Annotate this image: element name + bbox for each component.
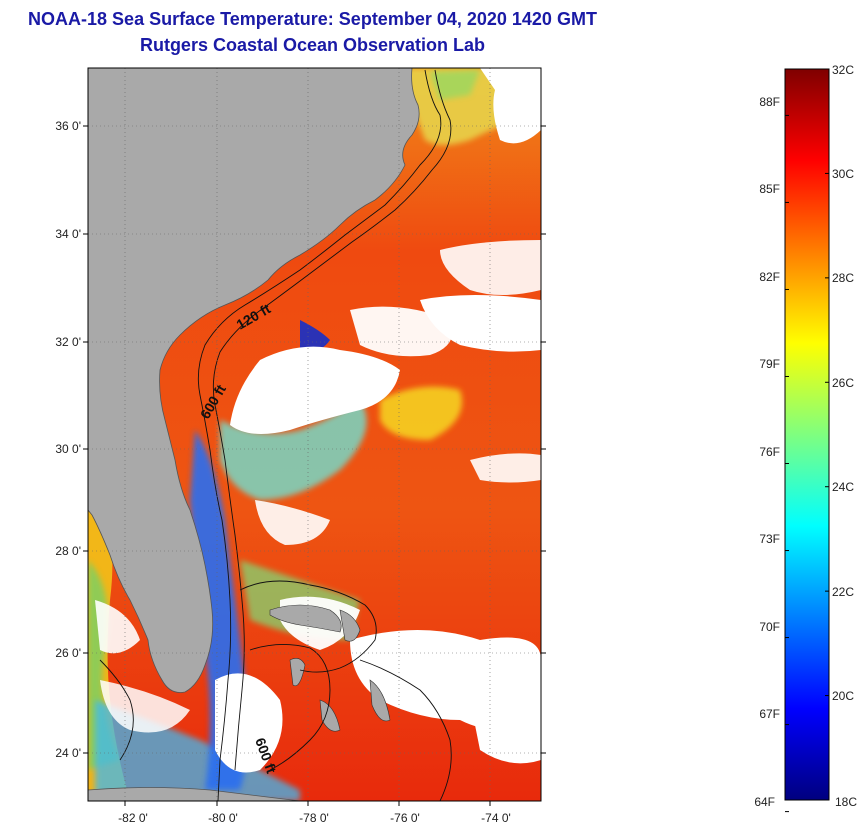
lat-label: 24 0'	[55, 746, 81, 760]
colorbar-label-f: 70F	[759, 620, 780, 634]
colorbar-label-c: 18C	[835, 795, 857, 809]
colorbar-label-c: 30C	[832, 167, 854, 181]
map-subtitle: Rutgers Coastal Ocean Observation Lab	[139, 35, 486, 55]
lon-label: -74 0'	[481, 811, 511, 825]
sst-cyan-patch	[220, 400, 367, 500]
isobath-contours	[99, 69, 452, 801]
sst-yellow-patch	[380, 386, 462, 440]
sst-green-north	[430, 70, 480, 100]
lat-label: 30 0'	[55, 442, 81, 456]
colorbar-label-f: 82F	[759, 270, 780, 284]
colorbar	[784, 68, 830, 801]
map-ticks	[83, 125, 546, 806]
lat-label: 26 0'	[55, 646, 81, 660]
lat-label: 36 0'	[55, 119, 81, 133]
lat-label: 32 0'	[55, 335, 81, 349]
map-title: NOAA-18 Sea Surface Temperature: Septemb…	[28, 9, 597, 29]
colorbar-label-c: 24C	[832, 480, 854, 494]
colorbar-label-c: 22C	[832, 585, 854, 599]
lon-label: -80 0'	[208, 811, 238, 825]
colorbar-label-f: 76F	[759, 445, 780, 459]
longitude-axis: -82 0' -80 0' -78 0' -76 0' -74 0'	[118, 811, 511, 825]
map-frame	[87, 67, 542, 802]
colorbar-label-f: 79F	[759, 357, 780, 371]
colorbar-label-c: 32C	[832, 63, 854, 77]
colorbar-label-c: 26C	[832, 376, 854, 390]
map-area: 120 ft 600 ft 600 ft	[88, 68, 541, 801]
latitude-axis: 36 0' 34 0' 32 0' 30 0' 28 0' 26 0' 24 0…	[55, 119, 81, 760]
colorbar-label-f: 88F	[759, 95, 780, 109]
colorbar-ticks	[785, 68, 829, 813]
lon-label: -78 0'	[299, 811, 329, 825]
colorbar-label-c: 28C	[832, 271, 854, 285]
land-bahamas	[269, 604, 391, 732]
colorbar-label-c: 20C	[832, 689, 854, 703]
colorbar-label-f: 85F	[759, 182, 780, 196]
colorbar-label-f: 67F	[759, 707, 780, 721]
lon-label: -82 0'	[118, 811, 148, 825]
lon-label: -76 0'	[390, 811, 420, 825]
cloud-cover	[95, 68, 541, 773]
colorbar-label-f: 64F	[754, 795, 775, 809]
colorbar-label-f: 73F	[759, 532, 780, 546]
land-cuba	[88, 787, 301, 801]
lat-label: 34 0'	[55, 227, 81, 241]
land-southeast-us	[88, 68, 420, 693]
colorbar-labels: 32C 30C 28C 26C 24C 22C 20C 18C 88F 85F …	[754, 63, 857, 809]
lat-label: 28 0'	[55, 544, 81, 558]
sst-blue-spot	[300, 320, 330, 352]
